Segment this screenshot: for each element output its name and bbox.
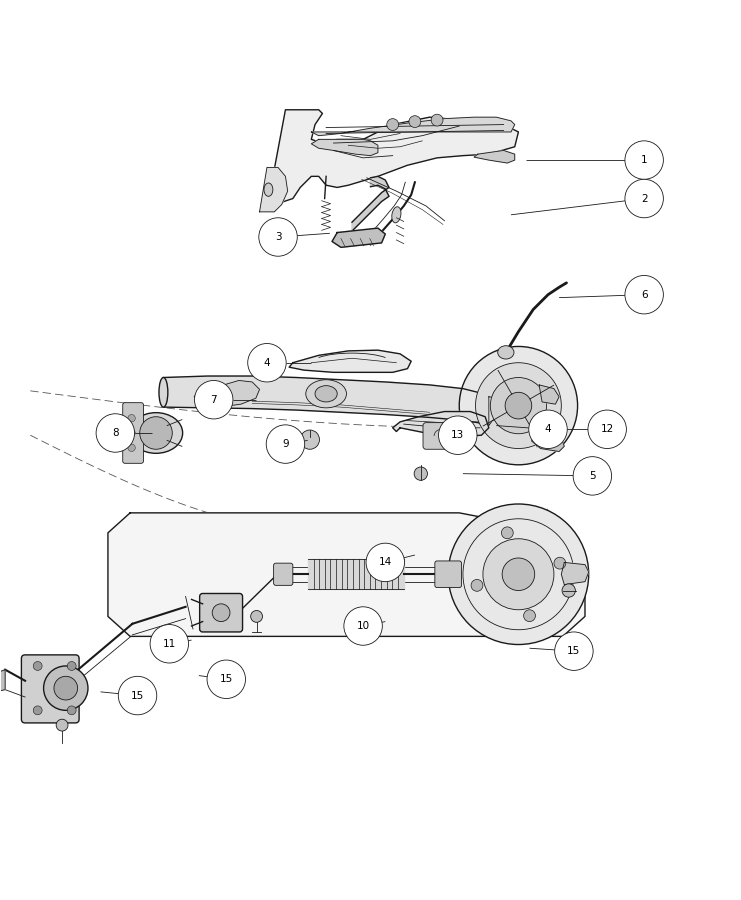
Polygon shape — [489, 397, 505, 426]
Circle shape — [128, 415, 136, 422]
Circle shape — [56, 719, 68, 731]
FancyBboxPatch shape — [273, 563, 293, 585]
FancyBboxPatch shape — [423, 423, 460, 449]
Circle shape — [502, 526, 514, 539]
Text: 4: 4 — [264, 357, 270, 368]
Polygon shape — [562, 562, 588, 585]
FancyBboxPatch shape — [21, 655, 79, 723]
Circle shape — [483, 539, 554, 610]
Text: 15: 15 — [568, 646, 580, 656]
Circle shape — [150, 625, 188, 663]
Polygon shape — [0, 670, 5, 692]
Text: 13: 13 — [451, 430, 465, 440]
Text: 9: 9 — [282, 439, 289, 449]
Circle shape — [491, 377, 547, 434]
Text: 4: 4 — [545, 424, 551, 435]
Polygon shape — [108, 513, 585, 636]
Polygon shape — [259, 167, 288, 212]
Polygon shape — [393, 411, 489, 436]
Circle shape — [431, 114, 443, 126]
Circle shape — [625, 179, 663, 218]
Polygon shape — [474, 150, 515, 163]
Circle shape — [300, 430, 319, 449]
Ellipse shape — [315, 386, 337, 402]
Polygon shape — [274, 110, 519, 202]
Text: 15: 15 — [219, 674, 233, 684]
Polygon shape — [532, 431, 565, 452]
Circle shape — [366, 544, 405, 581]
Text: 11: 11 — [163, 639, 176, 649]
Circle shape — [67, 662, 76, 670]
Circle shape — [387, 119, 399, 130]
Circle shape — [44, 666, 88, 710]
Circle shape — [128, 444, 136, 452]
Circle shape — [562, 584, 575, 598]
Ellipse shape — [159, 377, 168, 407]
Text: 12: 12 — [600, 424, 614, 435]
Circle shape — [409, 116, 421, 128]
Text: 8: 8 — [112, 428, 119, 438]
Circle shape — [414, 467, 428, 481]
FancyBboxPatch shape — [435, 561, 462, 588]
Ellipse shape — [264, 183, 273, 196]
Circle shape — [529, 410, 568, 448]
Text: 10: 10 — [356, 621, 370, 631]
Circle shape — [505, 392, 532, 418]
Circle shape — [266, 425, 305, 464]
Circle shape — [250, 610, 262, 622]
Circle shape — [212, 604, 230, 622]
Text: 14: 14 — [379, 557, 392, 567]
Circle shape — [259, 218, 297, 256]
Polygon shape — [332, 228, 385, 248]
FancyBboxPatch shape — [199, 593, 242, 632]
Circle shape — [247, 344, 286, 382]
Circle shape — [555, 632, 593, 670]
Text: 15: 15 — [131, 690, 144, 700]
Circle shape — [439, 416, 477, 454]
Circle shape — [33, 706, 42, 715]
Text: 1: 1 — [641, 155, 648, 165]
Circle shape — [33, 662, 42, 670]
Ellipse shape — [392, 207, 401, 223]
Ellipse shape — [498, 346, 514, 359]
Circle shape — [625, 275, 663, 314]
Circle shape — [54, 676, 78, 700]
FancyBboxPatch shape — [123, 402, 144, 464]
Polygon shape — [311, 140, 378, 156]
Circle shape — [625, 140, 663, 179]
Circle shape — [573, 456, 611, 495]
Circle shape — [96, 414, 135, 452]
Circle shape — [128, 429, 136, 436]
Circle shape — [448, 504, 588, 644]
Ellipse shape — [306, 380, 347, 408]
Circle shape — [344, 607, 382, 645]
Ellipse shape — [130, 412, 182, 454]
Polygon shape — [311, 117, 515, 136]
Circle shape — [502, 558, 535, 590]
Text: 2: 2 — [641, 194, 648, 203]
Circle shape — [67, 706, 76, 715]
Circle shape — [194, 381, 233, 418]
Circle shape — [207, 660, 245, 698]
Polygon shape — [289, 350, 411, 373]
Circle shape — [119, 676, 157, 715]
Circle shape — [554, 557, 566, 569]
Circle shape — [524, 610, 536, 622]
Polygon shape — [202, 381, 259, 407]
Polygon shape — [352, 176, 389, 231]
Circle shape — [459, 346, 577, 464]
Text: 6: 6 — [641, 290, 648, 300]
Polygon shape — [539, 385, 559, 404]
Text: 5: 5 — [589, 471, 596, 481]
Circle shape — [471, 580, 483, 591]
Text: 3: 3 — [275, 232, 282, 242]
Circle shape — [140, 417, 173, 449]
Text: 7: 7 — [210, 395, 217, 405]
Circle shape — [588, 410, 626, 448]
Circle shape — [476, 363, 562, 448]
Polygon shape — [164, 376, 489, 426]
